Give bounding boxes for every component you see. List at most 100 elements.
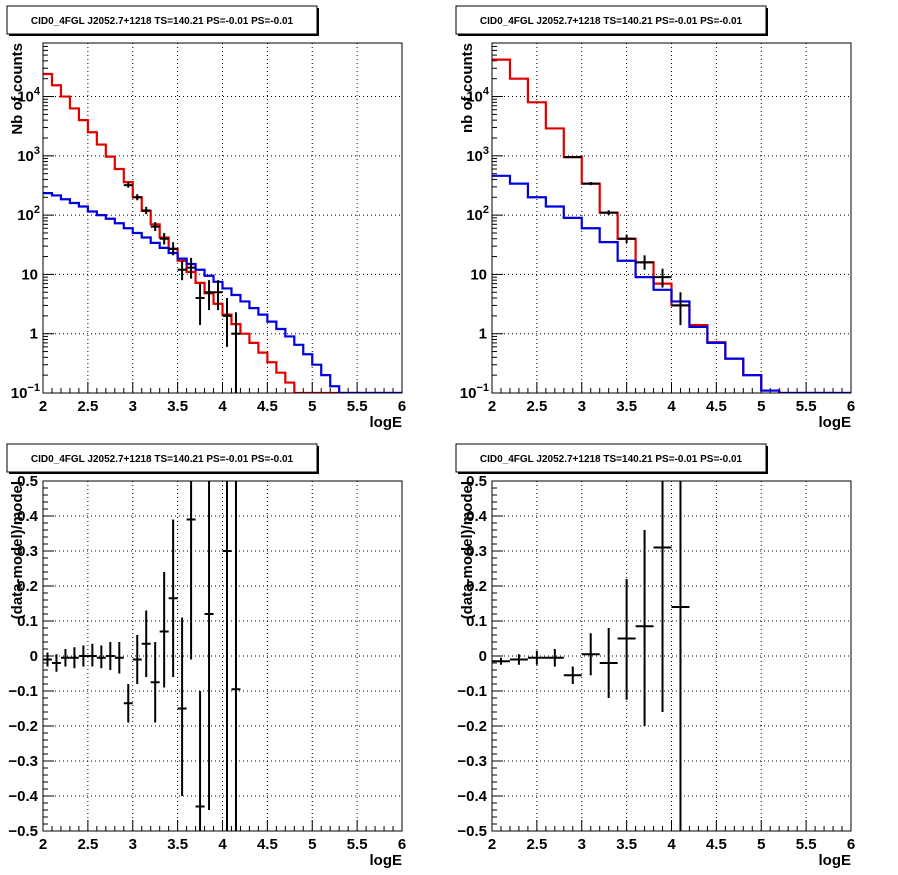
data-point [51, 654, 61, 672]
y-tick-label: 0.1 [17, 613, 38, 630]
chart-panel-top-right: 2 2.5 3 3.5 4 4.5 5 5.5 610−1110102103104logEnb … [455, 5, 855, 431]
x-tick-label: 4 [667, 398, 676, 415]
grid [492, 43, 851, 393]
model-total-histogram-series [492, 58, 851, 393]
x-tick-label: 5 [757, 398, 765, 415]
data-point [581, 633, 600, 676]
x-tick-label: 3.5 [616, 398, 637, 415]
x-tick-label: 4 [218, 398, 227, 415]
x-tick-label: 2 [488, 398, 496, 415]
x-tick-label: 3.5 [167, 398, 188, 415]
title-box [455, 443, 767, 473]
y-tick-label: −0.2 [8, 718, 38, 735]
plot-frame [42, 42, 403, 394]
x-tick-label: 5 [308, 398, 316, 415]
y-tick-base: 10 [17, 148, 34, 165]
y-tick-exponent: 2 [483, 204, 489, 216]
data-point [581, 182, 600, 186]
x-tick-label: 4 [667, 836, 676, 853]
model-source-histogram-series [43, 192, 402, 393]
title-box [6, 5, 318, 35]
y-tick-label: 0.1 [466, 613, 487, 630]
plot-area [43, 481, 241, 831]
x-tick-label: 6 [398, 398, 406, 415]
grid [492, 481, 851, 831]
x-tick-label: 4.5 [706, 836, 727, 853]
x-tick-label: 3 [129, 836, 137, 853]
data-point [159, 572, 169, 688]
data-point [141, 206, 151, 215]
grid [43, 43, 402, 393]
plot-frame [42, 480, 403, 832]
chart-panel-bottom-left: 2 2.5 3 3.5 4 4.5 5 5.5 6 −0.5 −0.4 −0.3 −0.2 −0.1 0 0.… [6, 443, 406, 869]
y-tick-label: 103 [466, 145, 489, 165]
data-point [186, 257, 196, 279]
y-tick-base: 10 [466, 148, 483, 165]
data-point [69, 647, 79, 669]
x-tick-label: 4 [218, 836, 227, 853]
y-tick-label: 0.3 [466, 543, 487, 560]
y-tick-label: 0.4 [17, 508, 39, 525]
y-tick-label: 0 [30, 648, 38, 665]
chart-title: CID0_4FGL J2052.7+1218 TS=140.21 PS=-0.0… [480, 454, 743, 465]
y-tick-label: 0.5 [17, 473, 38, 490]
y-tick-label: −0.1 [457, 683, 487, 700]
data-point [123, 684, 133, 723]
y-tick-base: 10 [11, 385, 28, 402]
title-box [6, 443, 318, 473]
y-tick-exponent: 4 [34, 86, 41, 98]
y-tick-base: 10 [17, 207, 34, 224]
x-tick-label: 3.5 [167, 836, 188, 853]
y-tick-label: 0.2 [466, 578, 487, 595]
y-tick-exponent: −1 [476, 382, 489, 394]
y-tick-label: 10−1 [11, 382, 40, 402]
data-point [563, 156, 582, 159]
plot-frame [491, 480, 852, 832]
y-tick-label: −0.3 [8, 753, 38, 770]
y-tick-base: 10 [17, 89, 34, 106]
data-point [617, 234, 636, 243]
y-tick-label: −0.1 [8, 683, 38, 700]
y-tick-label: 103 [17, 145, 40, 165]
y-tick-label: 1 [30, 326, 38, 343]
x-tick-label: 3 [578, 398, 586, 415]
data-point [599, 210, 618, 216]
x-tick-label: 3 [129, 398, 137, 415]
x-tick-label: 5.5 [347, 836, 368, 853]
data-point [150, 642, 160, 723]
data-point [43, 652, 52, 667]
data-point [671, 481, 690, 831]
model-source-histogram-series [492, 174, 851, 393]
plot-area [43, 72, 402, 393]
data-point [617, 579, 636, 700]
chart-title: CID0_4FGL J2052.7+1218 TS=140.21 PS=-0.0… [31, 16, 294, 27]
x-tick-label: 2 [39, 836, 47, 853]
y-tick-label: 0 [479, 648, 487, 665]
y-tick-label: 10 [470, 266, 487, 283]
y-tick-exponent: 4 [483, 86, 490, 98]
y-tick-label: −0.4 [457, 788, 487, 805]
y-tick-base: 10 [466, 89, 483, 106]
x-axis-title: logE [370, 414, 403, 431]
x-tick-label: 5.5 [796, 836, 817, 853]
y-tick-label: 102 [466, 204, 489, 224]
x-tick-label: 6 [398, 836, 406, 853]
y-tick-label: 10−1 [460, 382, 489, 402]
y-tick-label: −0.4 [8, 788, 38, 805]
data-point [141, 610, 151, 677]
y-tick-label: 0.5 [466, 473, 487, 490]
data-point [213, 280, 223, 311]
data-point [204, 481, 214, 810]
x-tick-label: 2.5 [77, 398, 98, 415]
x-tick-label: 5.5 [347, 398, 368, 415]
data-point [123, 182, 133, 188]
x-tick-label: 5 [757, 836, 765, 853]
data-point [105, 642, 115, 670]
data-point [87, 643, 97, 667]
y-tick-label: −0.2 [457, 718, 487, 735]
data-point [195, 691, 205, 831]
x-tick-label: 6 [847, 398, 855, 415]
x-tick-label: 2.5 [77, 836, 98, 853]
y-tick-exponent: 3 [483, 145, 489, 157]
data-point [231, 481, 241, 831]
